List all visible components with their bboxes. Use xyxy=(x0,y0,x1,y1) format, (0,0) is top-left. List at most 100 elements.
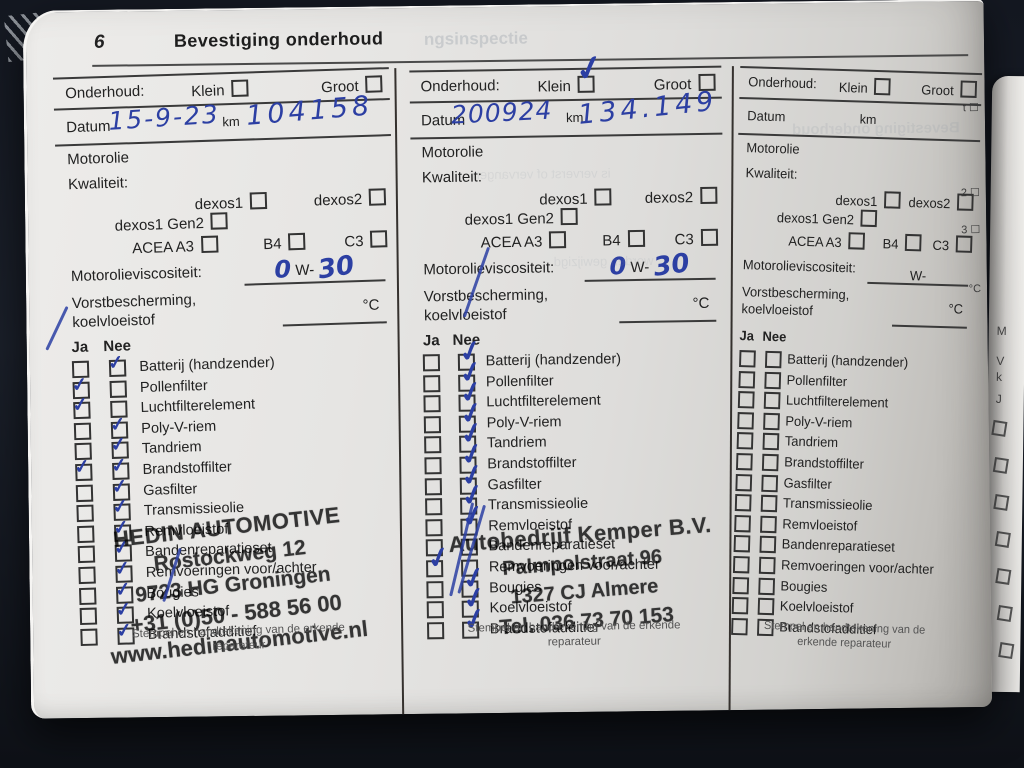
page-number: 6 xyxy=(93,31,105,53)
c3-checkbox xyxy=(370,230,388,248)
dexos2-option: dexos2 xyxy=(314,188,387,209)
checklist-item-label: Gasfilter xyxy=(783,474,833,492)
acea-a3-label: ACEA A3 xyxy=(480,233,543,252)
ja-checkbox xyxy=(75,484,94,502)
klein-checkbox: ✓ xyxy=(572,47,608,93)
nee-checkbox xyxy=(763,412,781,431)
klein-label: Klein xyxy=(838,79,868,96)
checklist-item-label: Batterij (handzender) xyxy=(787,351,909,371)
viscosity-handwritten-suffix: 30 xyxy=(651,248,692,283)
nee-checkbox: ✓ xyxy=(455,333,485,371)
checklist-item-label: Poly-V-riem xyxy=(486,413,562,432)
b4-option: B4 xyxy=(263,232,306,253)
checklist-item-label: Poly-V-riem xyxy=(785,413,853,431)
ja-checkbox xyxy=(738,350,756,368)
page-title: Bevestiging onderhoud xyxy=(173,28,384,51)
klein-option: Klein ✓ xyxy=(537,47,608,96)
ja-checkbox xyxy=(423,374,441,392)
checklist-item-label: Transmissieolie xyxy=(782,495,873,514)
nee-checkbox xyxy=(763,392,781,410)
coolant-label-line1: Vorstbescherming, xyxy=(423,286,549,306)
dexos2-checkbox xyxy=(368,188,387,206)
acea-a3-label: ACEA A3 xyxy=(131,238,195,258)
dexos1-checkbox xyxy=(249,191,268,210)
datum-km-row: Datum 200924 km 134.149 xyxy=(409,86,723,140)
next-page-text-fragment: M xyxy=(996,323,1007,339)
dexos1-checkbox xyxy=(594,188,612,206)
next-page-text-fragment: J xyxy=(995,391,1002,406)
celsius-field-line xyxy=(892,324,968,329)
ja-checkbox: ✓ xyxy=(70,374,91,399)
c3-option: C3 xyxy=(344,230,388,251)
ja-checkbox xyxy=(733,514,751,533)
ja-checkbox xyxy=(734,494,752,512)
ja-checkbox xyxy=(424,415,442,434)
nee-checkbox: ✓ xyxy=(111,475,131,501)
next-page-checkbox xyxy=(992,456,1009,474)
checklist-item-label: Remvloeistof xyxy=(782,516,858,534)
coolant-row: Vorstbescherming,koelvloeistof °C xyxy=(413,281,726,330)
dexos1-option: dexos1 xyxy=(835,190,901,210)
c3-label: C3 xyxy=(674,231,694,249)
dexos1-label: dexos1 xyxy=(194,194,244,214)
dexos1-label: dexos1 xyxy=(835,192,878,210)
ja-checkbox xyxy=(423,395,442,413)
ja-checkbox xyxy=(423,354,441,372)
onderhoud-label: Onderhoud: xyxy=(748,74,817,92)
page-curl-fragment: t ☐ xyxy=(962,102,979,115)
next-page-checkbox xyxy=(996,605,1013,622)
nee-checkbox xyxy=(762,453,779,472)
checklist-item-label: Bandenreparatieset xyxy=(781,536,896,556)
nee-checkbox xyxy=(764,371,782,389)
nee-label: Nee xyxy=(452,331,481,349)
checklist-item-label: Remvoeringen voor/achter xyxy=(780,557,935,577)
b4-checkbox xyxy=(288,232,306,251)
checklist-item-label: Pollenfilter xyxy=(786,372,848,389)
b4-label: B4 xyxy=(602,232,621,250)
viscosity-value-field: 0 W- 30 xyxy=(583,247,716,283)
b4-option: B4 xyxy=(602,229,645,250)
nee-checkbox xyxy=(759,556,776,575)
coolant-label-line2: koelvloeistof xyxy=(424,305,549,326)
service-column-3: Onderhoud: Klein Groot Datum km Motorolie Kwal… xyxy=(723,65,983,651)
checklist-item-label: Gasfilter xyxy=(487,476,542,493)
page-curl-fragment: 2 ☐ xyxy=(960,187,980,200)
viscosity-row: Motorolieviscositeit: 0 W- 30 xyxy=(412,247,724,286)
acea-a3-option: ACEA A3 xyxy=(788,230,865,250)
service-column-1: Onderhoud: Klein Groot Datum 15-9-23 km 104158… xyxy=(52,67,407,669)
checklist-item-label: Batterij (handzender) xyxy=(485,351,622,370)
viscosity-handwritten-suffix: 30 xyxy=(316,250,357,286)
viscosity-w-label: W- xyxy=(290,261,319,280)
km-label: km xyxy=(222,113,240,130)
acea-a3-option: ACEA A3 xyxy=(481,231,567,251)
groot-option: Groot xyxy=(921,79,978,99)
viscosity-label: Motorolieviscositeit: xyxy=(423,259,555,279)
nee-checkbox: ✓ xyxy=(456,436,487,474)
nee-checkbox: ✓ xyxy=(456,416,487,454)
nee-checkbox: ✓ xyxy=(456,395,486,433)
datum-label: Datum xyxy=(66,117,111,137)
checklist-item-label: Transmissieolie xyxy=(487,495,589,514)
ja-checkbox xyxy=(732,555,750,574)
ja-checkbox xyxy=(730,617,748,636)
next-page-checkbox xyxy=(997,642,1014,660)
dexos1-gen2-label: dexos1 Gen2 xyxy=(464,210,555,229)
nee-checkbox xyxy=(761,474,779,492)
dexos1-gen2-checkbox xyxy=(210,212,229,230)
klein-option: Klein xyxy=(191,79,249,100)
dexos2-option: dexos2 xyxy=(645,186,718,207)
nee-checkbox: ✓ xyxy=(107,352,127,378)
acea-a3-checkbox xyxy=(200,235,219,254)
nee-checkbox: ✓ xyxy=(109,414,129,439)
ja-checkbox xyxy=(731,597,749,615)
nee-checkbox xyxy=(765,350,783,369)
dexos1-option: dexos1 xyxy=(539,188,612,209)
ja-checkbox xyxy=(737,370,755,389)
ja-checkbox xyxy=(737,391,755,409)
ja-checkbox xyxy=(73,422,92,440)
next-page-checkbox xyxy=(995,568,1012,585)
checklist-item-label: Tandriem xyxy=(486,434,547,452)
viscosity-label: Motorolieviscositeit: xyxy=(742,257,857,276)
groot-label: Groot xyxy=(921,82,954,99)
viscosity-w-label: W- xyxy=(626,258,654,277)
